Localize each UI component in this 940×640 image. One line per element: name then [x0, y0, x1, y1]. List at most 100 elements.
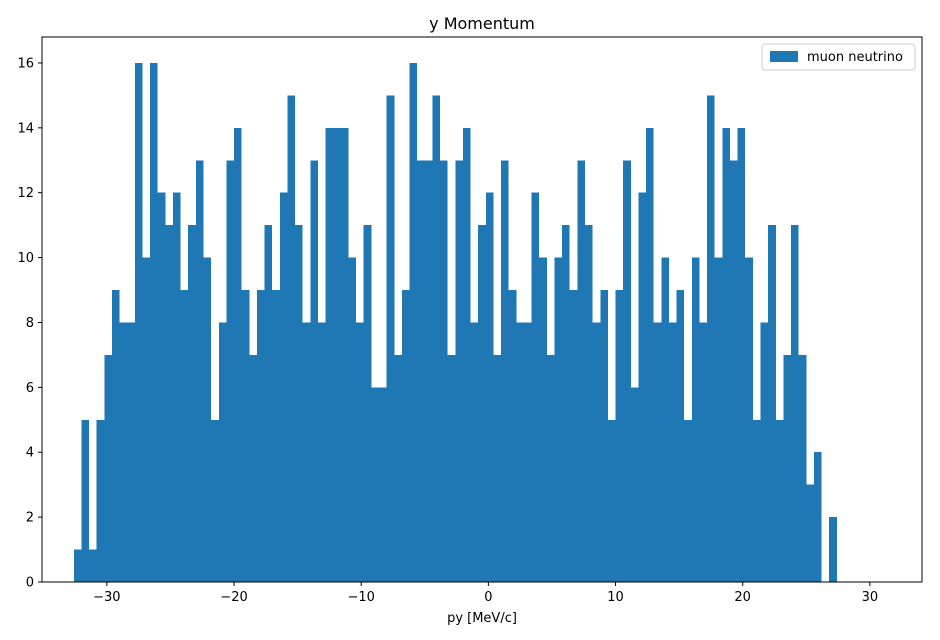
x-tick-label: −30 — [93, 590, 120, 605]
histogram-bar — [623, 160, 631, 582]
histogram-bar — [562, 225, 570, 582]
histogram-bar — [272, 290, 280, 582]
histogram-bar — [676, 290, 685, 582]
y-tick-label: 4 — [26, 446, 34, 461]
histogram-bar — [714, 257, 723, 582]
histogram-bar — [241, 290, 250, 582]
histogram-bar — [279, 192, 288, 582]
histogram-bar — [89, 549, 97, 582]
histogram-bar — [165, 225, 173, 582]
legend: muon neutrino — [761, 43, 916, 71]
histogram-bar — [264, 225, 273, 582]
histogram-bar — [798, 354, 807, 582]
histogram-bar — [737, 127, 746, 582]
histogram-bar — [302, 322, 311, 582]
histogram-bar — [707, 95, 715, 583]
histogram-bar — [668, 322, 677, 582]
histogram-bar — [401, 290, 410, 582]
histogram-bar — [462, 127, 471, 582]
histogram-bar — [211, 419, 219, 582]
x-axis-label: py [MeV/c] — [447, 611, 517, 626]
chart-title: y Momentum — [429, 14, 535, 33]
legend-label: muon neutrino — [807, 50, 903, 65]
histogram-bar — [813, 452, 822, 582]
x-tick-label: 0 — [484, 590, 492, 605]
histogram-bar — [783, 354, 792, 582]
bars — [73, 62, 837, 583]
histogram-bar — [256, 290, 265, 582]
histogram-bar — [172, 192, 181, 582]
histogram-bar — [501, 160, 509, 582]
y-tick-label: 16 — [17, 56, 34, 71]
y-tick-label: 0 — [26, 576, 34, 591]
histogram-bar — [531, 192, 540, 582]
histogram-bar — [150, 62, 158, 582]
histogram-bar — [234, 127, 242, 582]
histogram-bar — [661, 257, 669, 582]
histogram-bar — [119, 322, 128, 582]
histogram-bar — [226, 160, 235, 582]
histogram-bar — [440, 160, 448, 582]
x-tick-label: −20 — [220, 590, 247, 605]
histogram-bar — [340, 127, 349, 582]
y-tick-label: 2 — [26, 511, 34, 526]
x-tick-label: −10 — [347, 590, 374, 605]
histogram-bar — [806, 484, 814, 582]
histogram-bar — [607, 419, 616, 582]
histogram-bar — [96, 419, 105, 582]
histogram-bar — [760, 322, 769, 582]
histogram-bar — [722, 127, 730, 582]
histogram-bar — [653, 322, 662, 582]
histogram-bar — [539, 257, 547, 582]
histogram-bar — [73, 549, 82, 582]
histogram-bar — [378, 387, 387, 582]
histogram-bar — [203, 257, 212, 582]
histogram-bar — [646, 127, 654, 582]
histogram-bar — [104, 354, 112, 582]
y-tick-label: 6 — [26, 381, 34, 396]
histogram-bar — [615, 290, 624, 582]
histogram-bar — [577, 160, 586, 582]
histogram-bar — [829, 517, 837, 582]
histogram-bar — [447, 354, 456, 582]
x-tick-label: 20 — [734, 590, 751, 605]
y-tick-label: 12 — [17, 186, 34, 201]
histogram-bar — [111, 290, 120, 582]
histogram-bar — [142, 257, 151, 582]
histogram-bar — [409, 62, 418, 582]
histogram-bar — [752, 419, 761, 582]
histogram-bar — [218, 322, 227, 582]
histogram-bar — [699, 322, 708, 582]
histogram-bar — [386, 95, 395, 583]
histogram-bar — [371, 387, 379, 582]
histogram-bar — [363, 225, 372, 582]
x-tick-label: 30 — [862, 590, 879, 605]
histogram-bar — [508, 290, 517, 582]
histogram-bar — [768, 225, 776, 582]
histogram-bar — [180, 290, 189, 582]
histogram-bar — [325, 127, 334, 582]
histogram-bar — [195, 160, 204, 582]
histogram-bar — [585, 225, 593, 582]
histogram-bar — [554, 257, 563, 582]
histogram-bar — [791, 225, 799, 582]
y-tick-label: 8 — [26, 316, 34, 331]
histogram-bar — [134, 62, 143, 582]
legend-swatch — [770, 51, 798, 62]
histogram-bar — [333, 127, 341, 582]
histogram-bar — [287, 95, 296, 583]
x-axis-ticks: −30 −20 −10 0 10 20 30 — [93, 582, 878, 605]
legend-box — [761, 43, 916, 71]
histogram-bar — [317, 322, 326, 582]
histogram-bar — [745, 257, 753, 582]
histogram-bar — [295, 225, 303, 582]
histogram-bar — [592, 322, 601, 582]
histogram-bar — [470, 322, 479, 582]
histogram-bar — [630, 387, 639, 582]
y-axis-ticks: 0 2 4 6 8 10 12 14 16 — [17, 56, 42, 591]
histogram-bar — [516, 322, 524, 582]
histogram-bar — [684, 419, 692, 582]
histogram-bar — [310, 160, 318, 582]
